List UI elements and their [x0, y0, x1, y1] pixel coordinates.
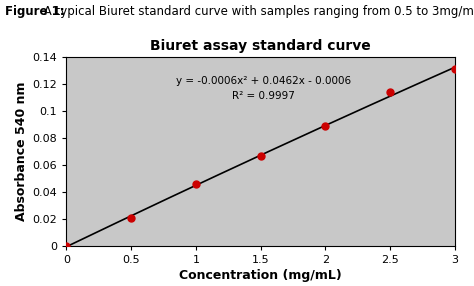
- Text: R² = 0.9997: R² = 0.9997: [232, 91, 295, 101]
- Text: Figure 1:: Figure 1:: [5, 5, 64, 18]
- Point: [192, 182, 200, 186]
- Title: Biuret assay standard curve: Biuret assay standard curve: [150, 39, 371, 53]
- Point: [128, 215, 135, 220]
- Y-axis label: Absorbance 540 nm: Absorbance 540 nm: [16, 82, 28, 221]
- X-axis label: Concentration (mg/mL): Concentration (mg/mL): [179, 269, 342, 282]
- Point: [257, 153, 264, 158]
- Point: [322, 124, 329, 128]
- Text: A typical Biuret standard curve with samples ranging from 0.5 to 3mg/ml protein.: A typical Biuret standard curve with sam…: [40, 5, 474, 18]
- Text: y = -0.0006x² + 0.0462x - 0.0006: y = -0.0006x² + 0.0462x - 0.0006: [176, 76, 351, 86]
- Point: [63, 244, 70, 248]
- Point: [451, 67, 459, 72]
- Point: [386, 90, 394, 95]
